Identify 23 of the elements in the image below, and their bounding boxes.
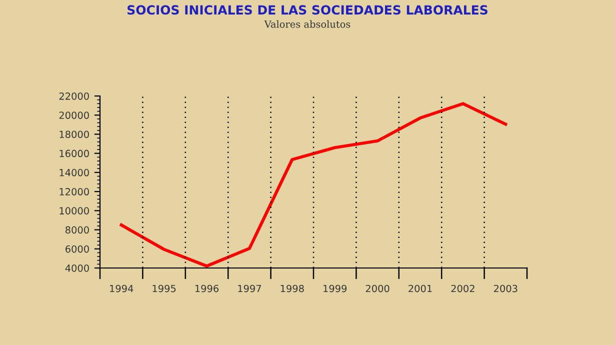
x-tick-label: 1995 [152, 284, 176, 292]
y-tick-label: 10000 [60, 207, 89, 214]
chart-title: SOCIOS INICIALES DE LAS SOCIEDADES LABORALES [128, 5, 488, 15]
y-tick-label: 14000 [60, 168, 89, 176]
x-tick-label: 2001 [408, 284, 432, 292]
y-tick-label: 4000 [65, 264, 89, 272]
x-tick-label: 2003 [494, 284, 518, 292]
chart-subtitle: Valores absolutos [264, 20, 350, 28]
y-tick-label: 6000 [66, 245, 89, 253]
x-tick-label: 1994 [110, 284, 134, 292]
y-tick-label: 16000 [60, 150, 89, 158]
x-tick-label: 1998 [280, 284, 304, 292]
x-tick-label: 2000 [366, 284, 390, 292]
x-tick-label: 1997 [238, 284, 261, 292]
x-tick-label: 1999 [324, 284, 347, 292]
y-tick-label: 12000 [60, 188, 89, 196]
line-series [120, 102, 508, 268]
x-tick-label: 1996 [195, 284, 219, 292]
y-tick-label: 18000 [60, 130, 89, 138]
y-tick-label: 22000 [59, 92, 89, 100]
y-tick-label: 8000 [66, 226, 89, 234]
y-tick-label: 20000 [59, 112, 89, 119]
x-tick-label: 2002 [451, 284, 474, 292]
